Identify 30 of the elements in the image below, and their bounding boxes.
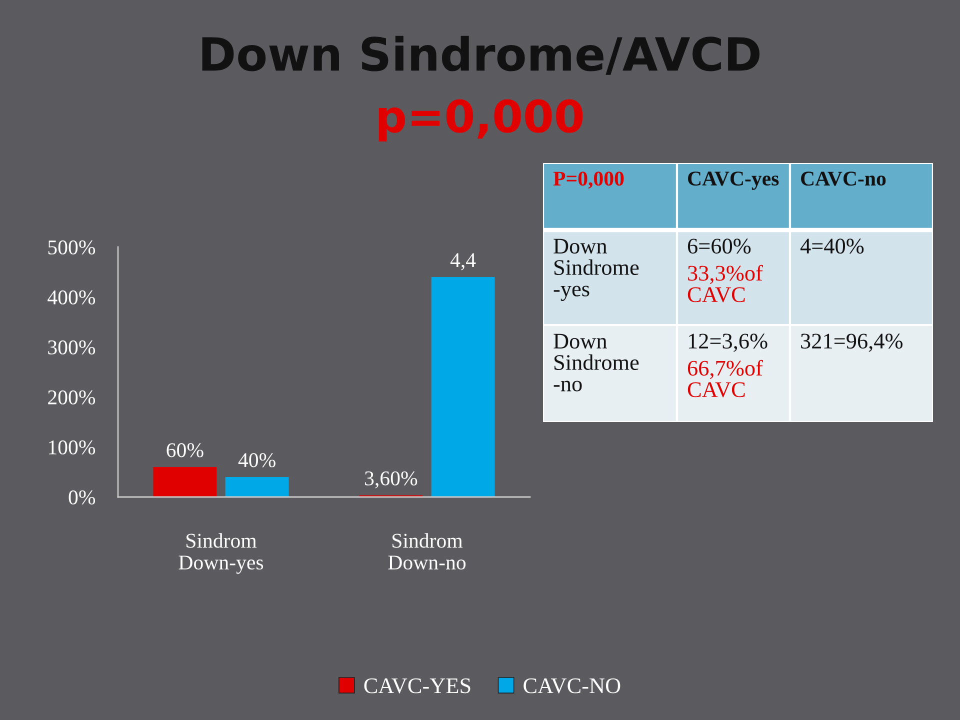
text: 321=96,4% (801, 334, 903, 352)
data-label: 60% (166, 443, 204, 458)
bar (431, 277, 495, 497)
y-tick-label: 300% (48, 340, 96, 354)
text: P=0,000 (553, 172, 624, 189)
y-tick-label: 500% (48, 240, 96, 254)
text: Down Sindrome -yes (554, 238, 639, 301)
legend-label: CAVC-NO (524, 678, 620, 694)
data-label: 40% (238, 453, 276, 468)
data-label: 4,4 (450, 253, 476, 270)
y-tick-label: 100% (49, 440, 96, 454)
text: 6=60% (688, 238, 751, 254)
text: 33,3%of CAVC (688, 264, 763, 302)
bar (153, 467, 217, 497)
x-tick-label: Sindrom Down-yes (178, 533, 264, 574)
y-tick-label: 0% (68, 490, 96, 504)
text: 4=40% (800, 238, 864, 254)
text: 66,7%of CAVC (688, 360, 763, 398)
text: CAVC-yes (688, 172, 779, 190)
chart-title: Down Sindrome/AVCD (202, 36, 760, 75)
text: Down Sindrome -no (554, 334, 639, 392)
y-tick-label: 400% (48, 290, 96, 304)
data-label: 3,60% (365, 471, 418, 488)
bar (225, 477, 289, 497)
chart-subtitle: p=0,000 (378, 99, 583, 142)
legend-label: CAVC-YES (364, 678, 470, 694)
text: CAVC-no (801, 172, 886, 186)
y-tick-label: 200% (48, 390, 96, 404)
x-tick-label: Sindrom Down-no (388, 533, 466, 570)
text: 12=3,6% (688, 334, 768, 352)
